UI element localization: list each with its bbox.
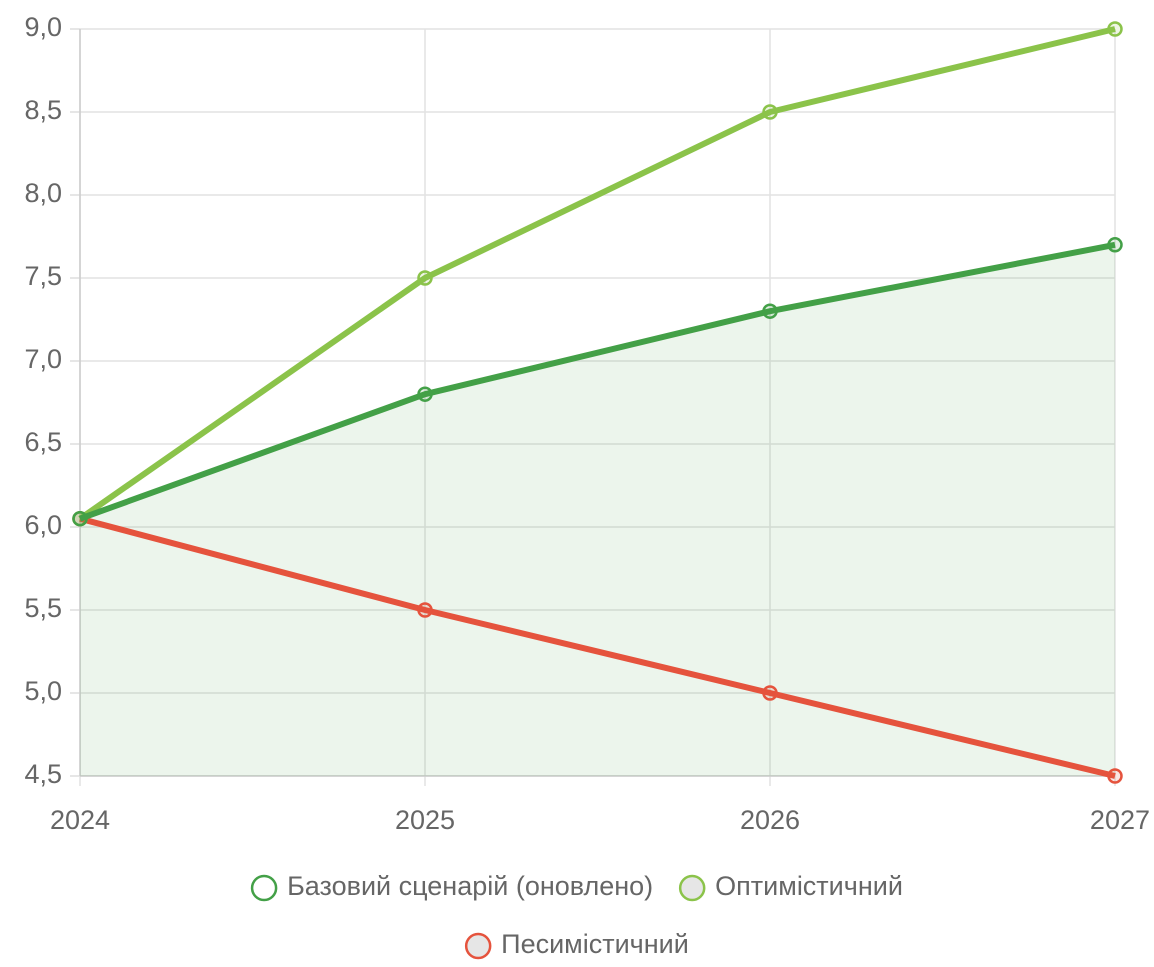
point: [417, 270, 433, 286]
legend-marker: [678, 874, 706, 902]
y-tick-label: 5,5: [24, 593, 62, 623]
area: [80, 244, 1115, 777]
legend-label: Базовий сценарій (оновлено): [287, 871, 653, 901]
point: [1107, 237, 1123, 253]
x-tick-label: 2027: [1090, 805, 1150, 835]
point: [1107, 21, 1123, 37]
point: [762, 104, 778, 120]
y-tick-label: 4,5: [24, 759, 62, 789]
x-tick-label: 2026: [740, 805, 800, 835]
y-tick-label: 7,5: [24, 261, 62, 291]
line: [78, 26, 1116, 522]
line: [79, 515, 1116, 779]
y-tick-label: 5,0: [24, 676, 62, 706]
point: [762, 303, 778, 319]
legend-item: Базовий сценарій (оновлено): [250, 871, 653, 902]
legend-item: Песимістичний: [464, 929, 689, 960]
x-tick-label: 2025: [395, 805, 455, 835]
y-tick-label: 8,5: [24, 95, 62, 125]
line: [78, 241, 1116, 522]
x-tick-label: 2024: [50, 805, 110, 835]
y-tick-label: 8,0: [24, 178, 62, 208]
legend-item: Оптимістичний: [678, 871, 903, 902]
y-tick-label: 9,0: [24, 12, 62, 42]
y-tick-label: 7,0: [24, 344, 62, 374]
legend-label: Песимістичний: [501, 929, 689, 959]
point: [417, 386, 433, 402]
point: [1107, 768, 1123, 784]
point: [417, 602, 433, 618]
point: [762, 685, 778, 701]
legend-marker: [464, 932, 492, 960]
legend-marker: [250, 874, 278, 902]
y-tick-label: 6,5: [24, 427, 62, 457]
legend-label: Оптимістичний: [715, 871, 903, 901]
y-tick-label: 6,0: [24, 510, 62, 540]
point: [72, 510, 88, 527]
